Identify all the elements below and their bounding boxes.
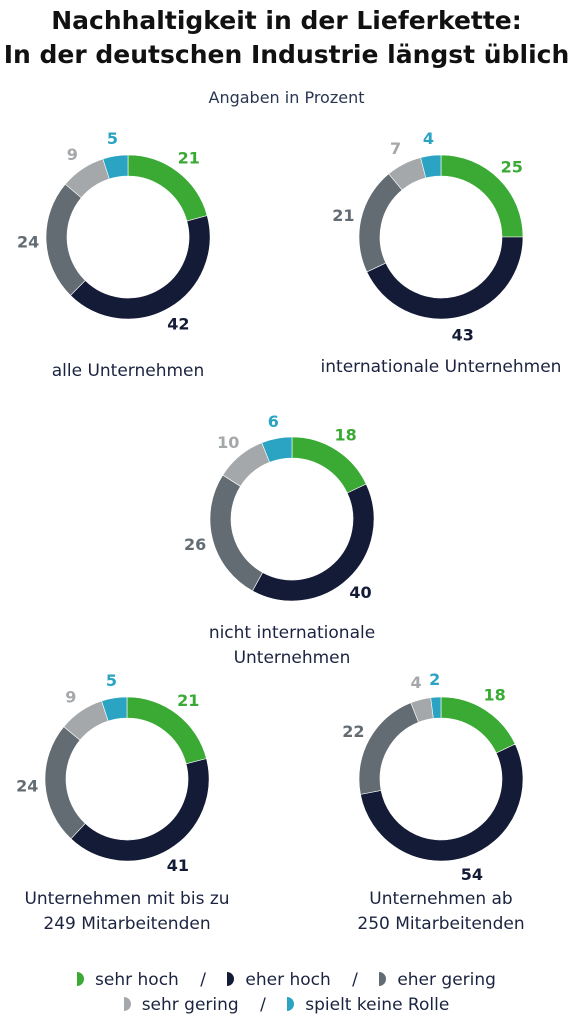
- legend-row-1: sehr hoch / eher hoch / eher gering: [0, 970, 573, 990]
- legend-item-eher-hoch: eher hoch: [227, 970, 331, 990]
- data-label-spielt-keine-rolle: 5: [107, 129, 118, 148]
- legend-item-eher-gering: eher gering: [379, 970, 496, 990]
- data-label-eher-hoch: 41: [167, 856, 189, 875]
- caption-line: alle Unternehmen: [51, 361, 205, 381]
- caption-line: internationale Unternehmen: [320, 357, 562, 377]
- caption-line: nicht internationale: [208, 623, 376, 643]
- caption-line: 249 Mitarbeitenden: [43, 914, 211, 934]
- legend-label: sehr gering: [141, 995, 239, 1015]
- donut-caption-ab-250: Unternehmen ab 250 Mitarbeitenden: [291, 887, 573, 937]
- legend-item-spielt-keine-rolle: spielt keine Rolle: [287, 995, 449, 1015]
- legend-row-2: sehr gering / spielt keine Rolle: [0, 995, 573, 1015]
- donut-slice-sehr-hoch: [440, 696, 516, 754]
- data-label-eher-gering: 26: [184, 535, 206, 554]
- data-label-eher-hoch: 54: [461, 865, 483, 884]
- donut-caption-bis-249: Unternehmen mit bis zu 249 Mitarbeitende…: [0, 887, 277, 937]
- donut-slice-eher-gering: [209, 474, 264, 592]
- donut-slice-spielt-keine-rolle: [101, 696, 128, 722]
- data-label-sehr-gering: 7: [390, 139, 401, 158]
- half-circle-icon: [123, 997, 131, 1011]
- donut-slice-eher-gering: [358, 702, 419, 795]
- data-label-eher-hoch: 42: [167, 314, 189, 333]
- legend-label: eher gering: [397, 970, 496, 990]
- donut-slice-eher-gering: [45, 183, 86, 296]
- caption-line: Unternehmen: [233, 648, 351, 668]
- data-label-eher-gering: 24: [16, 776, 38, 795]
- legend-label: sehr hoch: [95, 970, 179, 990]
- legend-label: eher hoch: [245, 970, 331, 990]
- donut-caption-international: internationale Unternehmen: [291, 355, 573, 380]
- donut-chart: 21 41 24 9 5: [16, 671, 210, 875]
- donut-slice-eher-gering: [44, 726, 86, 840]
- donut-slice-spielt-keine-rolle: [420, 154, 442, 179]
- donut-slice-spielt-keine-rolle: [261, 436, 293, 463]
- caption-line: Unternehmen mit bis zu: [24, 889, 230, 909]
- data-label-spielt-keine-rolle: 6: [268, 412, 279, 431]
- data-label-eher-gering: 22: [342, 722, 364, 741]
- data-label-eher-gering: 21: [332, 206, 354, 225]
- donut-slice-sehr-hoch: [291, 436, 367, 494]
- donut-slice-spielt-keine-rolle: [430, 696, 442, 719]
- legend-separator: /: [260, 995, 266, 1015]
- data-label-spielt-keine-rolle: 2: [429, 670, 440, 689]
- data-label-eher-hoch: 43: [452, 326, 474, 345]
- donut-caption-nicht-international: nicht internationale Unternehmen: [142, 621, 442, 671]
- legend-item-sehr-hoch: sehr hoch: [77, 970, 179, 990]
- data-label-sehr-hoch: 21: [178, 149, 200, 168]
- donut-slice-spielt-keine-rolle: [102, 154, 129, 180]
- data-label-sehr-hoch: 18: [483, 686, 505, 705]
- data-label-sehr-hoch: 21: [177, 691, 199, 710]
- data-label-sehr-hoch: 18: [334, 426, 356, 445]
- data-label-sehr-hoch: 25: [501, 157, 523, 176]
- chart-title-line-1: Nachhaltigkeit in der Lieferkette:: [51, 6, 522, 35]
- donut-chart: 21 42 24 9 5: [17, 129, 211, 333]
- legend-label: spielt keine Rolle: [305, 995, 450, 1015]
- caption-line: Unternehmen ab: [369, 889, 513, 909]
- data-label-sehr-gering: 10: [217, 433, 239, 452]
- half-circle-icon: [287, 997, 295, 1011]
- donut-slice-eher-gering: [358, 173, 403, 273]
- data-label-sehr-gering: 9: [65, 687, 76, 706]
- donut-slice-eher-hoch: [70, 215, 211, 320]
- donut-slice-eher-hoch: [360, 743, 524, 862]
- donut-chart: 18 54 22 4 2: [342, 670, 524, 884]
- caption-line: 250 Mitarbeitenden: [357, 914, 525, 934]
- legend-separator: /: [200, 970, 206, 990]
- donut-caption-alle: alle Unternehmen: [0, 359, 278, 384]
- chart-subtitle: Angaben in Prozent: [208, 88, 365, 107]
- legend-separator: /: [352, 970, 358, 990]
- data-label-spielt-keine-rolle: 4: [423, 129, 434, 148]
- data-label-sehr-gering: 9: [67, 145, 78, 164]
- data-label-sehr-gering: 4: [411, 673, 422, 692]
- donut-chart: 25 43 21 7 4: [332, 129, 524, 345]
- data-label-spielt-keine-rolle: 5: [106, 671, 117, 690]
- chart-title-line-2: In der deutschen Industrie längst üblich: [3, 40, 570, 69]
- legend-item-sehr-gering: sehr gering: [123, 995, 239, 1015]
- donut-slice-eher-hoch: [366, 236, 524, 320]
- half-circle-icon: [227, 972, 235, 986]
- donut-chart: 18 40 26 10 6: [184, 412, 375, 602]
- data-label-eher-gering: 24: [17, 233, 39, 252]
- donut-slice-eher-hoch: [70, 758, 210, 862]
- data-label-eher-hoch: 40: [349, 583, 371, 602]
- half-circle-icon: [379, 972, 387, 986]
- half-circle-icon: [77, 972, 85, 986]
